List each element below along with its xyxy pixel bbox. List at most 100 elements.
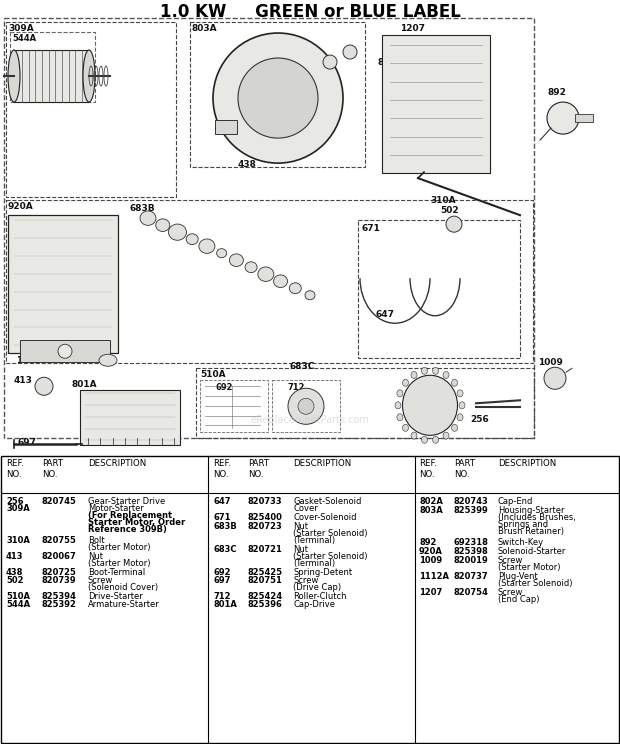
Ellipse shape bbox=[213, 33, 343, 163]
Text: 820755: 820755 bbox=[42, 536, 77, 545]
Ellipse shape bbox=[459, 402, 465, 408]
Text: Nut: Nut bbox=[293, 522, 308, 531]
Ellipse shape bbox=[402, 424, 409, 432]
Text: 697: 697 bbox=[18, 438, 37, 447]
Text: 825392: 825392 bbox=[42, 600, 77, 609]
Text: 1009: 1009 bbox=[538, 359, 563, 368]
Text: Spring-Detent: Spring-Detent bbox=[293, 568, 352, 577]
Ellipse shape bbox=[446, 217, 462, 232]
Text: (Drive Cap): (Drive Cap) bbox=[293, 583, 341, 592]
Text: 803A: 803A bbox=[192, 24, 218, 33]
Text: 825394: 825394 bbox=[42, 592, 77, 601]
Text: 820743: 820743 bbox=[454, 497, 489, 506]
Text: 544A: 544A bbox=[6, 600, 30, 609]
Text: 825399: 825399 bbox=[454, 506, 489, 516]
Text: DESCRIPTION: DESCRIPTION bbox=[293, 459, 352, 468]
Ellipse shape bbox=[8, 50, 20, 102]
Text: 825398: 825398 bbox=[454, 548, 489, 557]
Text: Springs and: Springs and bbox=[498, 520, 548, 529]
Text: 502: 502 bbox=[440, 206, 459, 215]
Bar bbox=[215, 120, 237, 134]
Ellipse shape bbox=[451, 379, 458, 386]
Text: Nut: Nut bbox=[88, 552, 103, 561]
Text: 803A: 803A bbox=[419, 506, 443, 516]
Ellipse shape bbox=[298, 398, 314, 414]
Bar bbox=[6, 200, 533, 363]
Text: 256: 256 bbox=[6, 497, 24, 506]
Text: Cap-End: Cap-End bbox=[498, 497, 533, 506]
Text: (Starter Solenoid): (Starter Solenoid) bbox=[293, 529, 368, 538]
Bar bbox=[272, 380, 340, 432]
Ellipse shape bbox=[99, 354, 117, 366]
Text: PART
NO.: PART NO. bbox=[454, 459, 475, 478]
Text: 920A: 920A bbox=[419, 548, 443, 557]
Text: 825424: 825424 bbox=[248, 592, 283, 601]
Text: Cap-Drive: Cap-Drive bbox=[293, 600, 335, 609]
Bar bbox=[382, 35, 490, 173]
Ellipse shape bbox=[199, 239, 215, 254]
Ellipse shape bbox=[547, 102, 579, 134]
Text: Screw: Screw bbox=[293, 576, 319, 586]
Text: 692: 692 bbox=[213, 568, 231, 577]
Text: (Includes Brushes,: (Includes Brushes, bbox=[498, 513, 576, 522]
Ellipse shape bbox=[245, 262, 257, 272]
Ellipse shape bbox=[443, 371, 449, 379]
Ellipse shape bbox=[290, 283, 301, 294]
Text: Nut: Nut bbox=[293, 545, 308, 554]
Text: 801A: 801A bbox=[213, 600, 237, 609]
Text: 697: 697 bbox=[213, 576, 231, 586]
Text: (Terminal): (Terminal) bbox=[293, 559, 335, 568]
Ellipse shape bbox=[343, 45, 357, 59]
Text: 309A: 309A bbox=[6, 504, 30, 513]
Text: (Solenoid Cover): (Solenoid Cover) bbox=[88, 583, 158, 592]
Text: Boot-Terminal: Boot-Terminal bbox=[88, 568, 145, 577]
Text: 712: 712 bbox=[287, 383, 304, 392]
Text: 820723: 820723 bbox=[248, 522, 283, 531]
Text: (Starter Motor): (Starter Motor) bbox=[88, 543, 151, 552]
Text: 413: 413 bbox=[14, 376, 33, 385]
Text: PART
NO.: PART NO. bbox=[42, 459, 63, 478]
Ellipse shape bbox=[443, 432, 449, 439]
Text: Armature-Starter: Armature-Starter bbox=[88, 600, 160, 609]
Text: 671: 671 bbox=[213, 513, 231, 522]
Text: (Starter Motor): (Starter Motor) bbox=[498, 563, 560, 572]
Text: 683C: 683C bbox=[290, 362, 316, 371]
Text: 647: 647 bbox=[375, 310, 394, 319]
Text: 801A: 801A bbox=[72, 380, 97, 389]
Text: 802A: 802A bbox=[378, 58, 404, 67]
Ellipse shape bbox=[457, 390, 463, 397]
Ellipse shape bbox=[35, 377, 53, 395]
Ellipse shape bbox=[422, 368, 427, 374]
Text: 310A: 310A bbox=[430, 196, 456, 205]
Text: 544A: 544A bbox=[12, 34, 36, 43]
Ellipse shape bbox=[433, 436, 438, 443]
Text: 802A: 802A bbox=[419, 497, 443, 506]
Ellipse shape bbox=[140, 211, 156, 225]
Ellipse shape bbox=[58, 344, 72, 359]
Bar bbox=[8, 215, 118, 353]
Text: Screw: Screw bbox=[498, 589, 523, 597]
Ellipse shape bbox=[216, 248, 227, 257]
Ellipse shape bbox=[402, 375, 458, 435]
Text: 683C: 683C bbox=[213, 545, 236, 554]
Ellipse shape bbox=[411, 432, 417, 439]
Text: 310A: 310A bbox=[6, 536, 30, 545]
Text: Drive-Starter: Drive-Starter bbox=[88, 592, 143, 601]
Text: (Starter Solenoid): (Starter Solenoid) bbox=[293, 552, 368, 561]
Ellipse shape bbox=[395, 402, 401, 408]
Text: 1207: 1207 bbox=[419, 589, 442, 597]
Bar bbox=[190, 22, 365, 167]
Bar bbox=[10, 32, 95, 102]
Text: 712: 712 bbox=[213, 592, 231, 601]
Text: 920A: 920A bbox=[8, 202, 33, 211]
Ellipse shape bbox=[402, 379, 409, 386]
Text: 256: 256 bbox=[470, 415, 489, 424]
Text: 820739: 820739 bbox=[42, 576, 77, 586]
Text: Roller-Clutch: Roller-Clutch bbox=[293, 592, 347, 601]
Text: 1112A: 1112A bbox=[419, 572, 449, 581]
Text: 309A: 309A bbox=[8, 24, 33, 33]
Text: 510A: 510A bbox=[200, 371, 226, 379]
Text: Brush Retainer): Brush Retainer) bbox=[498, 527, 564, 536]
Ellipse shape bbox=[422, 436, 427, 443]
Ellipse shape bbox=[323, 55, 337, 69]
